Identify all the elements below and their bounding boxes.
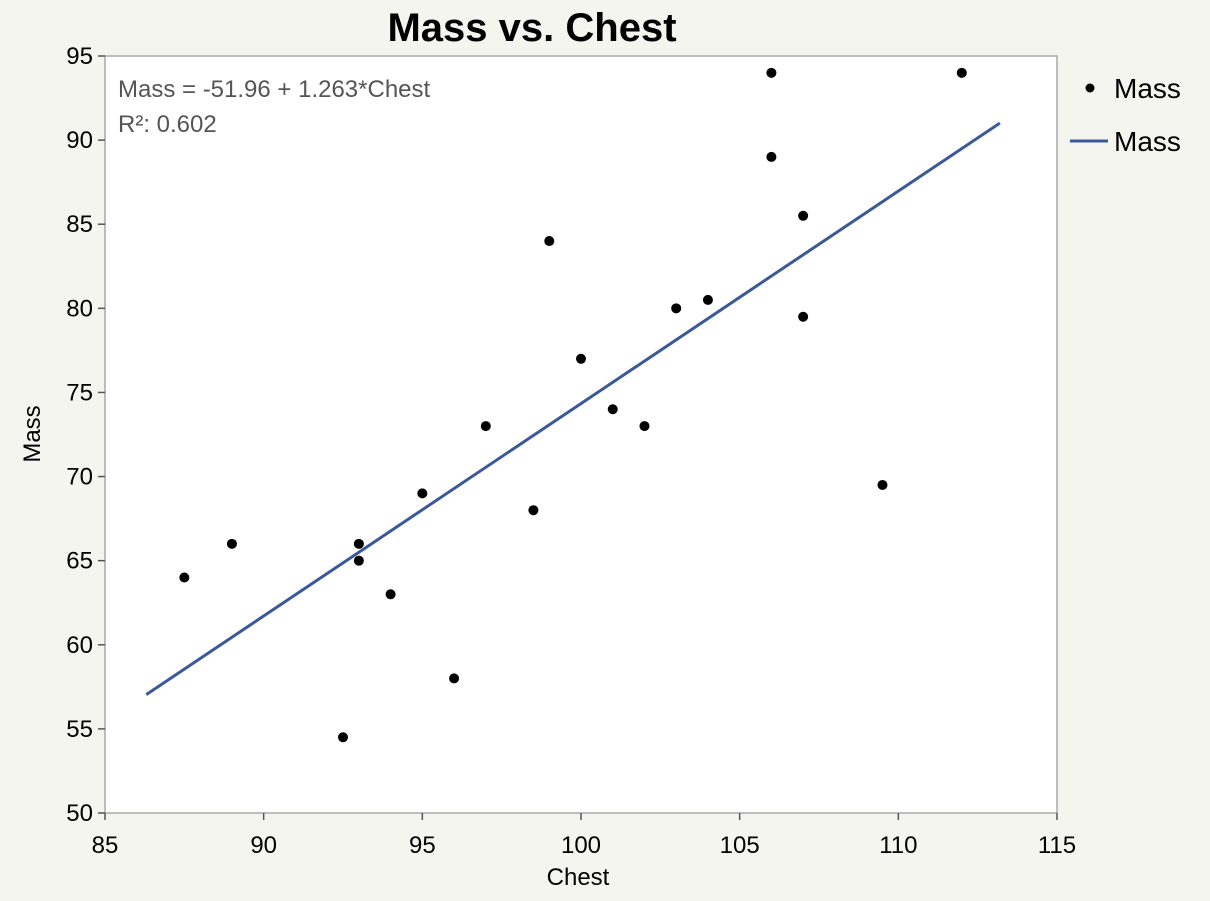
y-tick-label: 75 — [66, 379, 93, 406]
y-tick-label: 65 — [66, 548, 93, 575]
points-layer — [179, 67, 967, 743]
data-point — [449, 673, 460, 684]
data-point — [528, 505, 539, 516]
x-tick-label: 115 — [1038, 832, 1076, 859]
data-point — [338, 732, 348, 743]
y-tick-label: 60 — [66, 632, 93, 659]
y-tick-label: 85 — [66, 211, 93, 238]
y-tick-label: 55 — [66, 716, 93, 743]
legend-point-marker — [1085, 83, 1095, 93]
data-point — [353, 555, 364, 566]
y-tick-label: 50 — [66, 800, 93, 827]
y-axis-label: Mass — [19, 405, 46, 462]
data-point — [417, 488, 428, 499]
x-axis: 85 90 95 100 105 110 115 — [92, 813, 1076, 859]
data-point — [385, 589, 396, 600]
x-tick-label: 85 — [92, 832, 119, 859]
data-point — [671, 303, 682, 314]
data-point — [956, 67, 967, 78]
y-tick-label: 90 — [66, 127, 93, 154]
data-point — [353, 538, 364, 549]
y-tick-label: 70 — [66, 464, 93, 491]
fit-line-layer — [145, 121, 1001, 696]
data-point — [179, 572, 190, 583]
data-point — [798, 210, 809, 221]
data-point — [226, 538, 237, 549]
legend-label-points: Mass — [1114, 73, 1181, 104]
legend: Mass Mass — [1070, 73, 1181, 157]
equation-annotation: Mass = -51.96 + 1.263*Chest — [118, 76, 431, 103]
data-point — [798, 311, 809, 322]
data-point — [702, 294, 713, 305]
data-point — [480, 421, 491, 432]
data-point — [544, 236, 555, 247]
y-axis: 50 55 60 65 70 75 80 85 90 95 — [66, 43, 105, 827]
legend-label-line: Mass — [1114, 126, 1181, 157]
x-tick-label: 95 — [409, 832, 436, 859]
r-squared-annotation: R²: 0.602 — [118, 111, 217, 138]
data-point — [877, 479, 888, 490]
data-point — [766, 151, 777, 162]
data-point — [766, 67, 777, 78]
regression-line — [145, 121, 1001, 696]
x-tick-label: 90 — [250, 832, 277, 859]
y-tick-label: 80 — [66, 295, 93, 322]
chart-title: Mass vs. Chest — [387, 6, 676, 50]
data-point — [576, 353, 586, 364]
x-tick-label: 100 — [561, 832, 601, 859]
data-point — [639, 421, 650, 432]
y-tick-label: 95 — [66, 43, 93, 70]
x-axis-label: Chest — [547, 864, 610, 891]
data-point — [607, 404, 618, 415]
x-tick-label: 110 — [879, 832, 917, 859]
plot-area — [104, 55, 1058, 814]
x-tick-label: 105 — [720, 832, 760, 859]
